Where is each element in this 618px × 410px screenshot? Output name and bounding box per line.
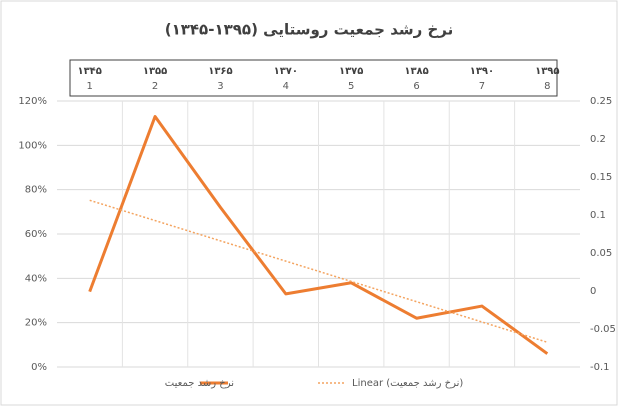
y2-tick-label: -0.05: [590, 324, 616, 335]
x-tick-label: 8: [544, 81, 550, 92]
top-tick-label: ۱۳۷۰: [274, 66, 298, 77]
x-tick-label: 1: [87, 81, 93, 92]
y2-tick-label: 0.05: [590, 248, 612, 259]
y-tick-label: 100%: [18, 140, 47, 151]
y-tick-label: 80%: [25, 185, 47, 196]
series-line: [88, 115, 549, 355]
top-tick-label: ۱۳۵۵: [143, 66, 167, 77]
y2-tick-label: 0: [590, 286, 596, 297]
top-tick-label: ۱۳۹۵: [535, 66, 559, 77]
top-tick-label: ۱۳۷۵: [339, 66, 363, 77]
y2-tick-label: -0.1: [590, 362, 610, 373]
y2-tick-label: 0.15: [590, 172, 612, 183]
x-tick-label: 6: [413, 81, 419, 92]
y-tick-label: 0%: [31, 362, 47, 373]
legend-label: نرخ رشد جمعیت: [165, 378, 234, 389]
legend-label: Linear (نرخ رشد جمعیت): [352, 378, 463, 389]
x-tick-label: 3: [217, 81, 223, 92]
y2-tick-label: 0.25: [590, 96, 612, 107]
chart-title: نرخ رشد جمعیت روستایی (۱۳۹۵-۱۳۴۵): [165, 21, 454, 39]
y-tick-label: 120%: [18, 96, 47, 107]
top-axis-box: [69, 59, 558, 97]
y-tick-label: 40%: [25, 273, 47, 284]
y2-tick-label: 0.1: [590, 210, 606, 221]
x-tick-label: 2: [152, 81, 158, 92]
top-tick-label: ۱۳۴۵: [77, 66, 101, 77]
top-tick-label: ۱۳۹۰: [470, 66, 494, 77]
y-tick-label: 20%: [25, 318, 47, 329]
top-tick-label: ۱۳۶۵: [208, 66, 232, 77]
y2-tick-label: 0.2: [590, 134, 606, 145]
x-tick-label: 7: [479, 81, 485, 92]
top-tick-label: ۱۳۸۵: [404, 66, 428, 77]
x-tick-label: 5: [348, 81, 354, 92]
x-tick-label: 4: [283, 81, 289, 92]
y-tick-label: 60%: [25, 229, 47, 240]
